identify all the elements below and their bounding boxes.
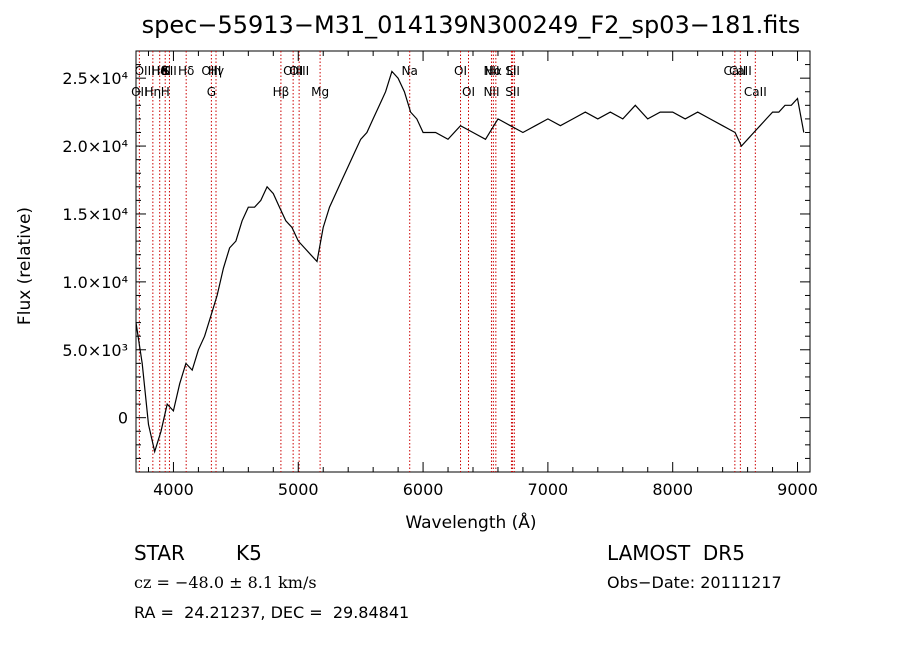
y-tick-label: 1.5×10⁴ [62,205,128,224]
observation-date: Obs−Date: 20111217 [607,573,782,592]
line-label-upper: OIII [283,64,303,78]
x-tick-label: 9000 [777,480,818,499]
x-tick-label: 4000 [153,480,194,499]
plot-frame [135,50,811,473]
line-label-upper: Hθ [152,64,168,78]
line-label-upper: OIII [289,64,309,78]
survey-name: LAMOST DR5 [607,541,745,565]
x-tick-label: 8000 [652,480,693,499]
line-label-lower: G [207,85,216,99]
line-label-upper: OIII [201,64,221,78]
object-class: STAR [134,541,185,565]
y-tick-label: 0 [118,409,128,428]
coordinates: RA = 24.21237, DEC = 29.84841 [134,603,410,622]
line-label-lower: Hβ [273,85,290,99]
line-label-upper: Hδ [178,64,194,78]
spectrum-line [135,70,805,454]
line-label-lower: NII [483,85,499,99]
x-axis-label: Wavelength (Å) [405,511,536,533]
x-tick-label: 7000 [528,480,569,499]
line-label-upper: Hα [485,64,502,78]
line-label-upper: Na [402,64,418,78]
line-label-upper: OI [454,64,467,78]
line-label-lower: SII [505,85,520,99]
line-label-upper: Li [506,64,516,78]
y-tick-label: 2.5×10⁴ [62,69,128,88]
y-axis-label: Flux (relative) [15,207,35,325]
series-layer [135,70,805,454]
line-label-upper: NII [483,64,499,78]
y-tick-label: 1.0×10⁴ [62,273,128,292]
line-label-upper: Hγ [208,64,224,78]
line-label-upper: CaII [729,64,752,78]
line-label-upper: CaII [723,64,746,78]
x-tick-label: 6000 [403,480,444,499]
y-tick-label: 2.0×10⁴ [62,137,128,156]
line-label-lower: Hη [145,85,162,99]
line-label-lower: H [161,85,170,99]
spectral-subclass: K5 [236,541,262,565]
spectral-line-markers [138,51,756,472]
axis-ticks: 4000 5000 6000 7000 8000 9000 0 5.0×10³ 1.0×10⁴ 1… [62,51,818,499]
line-label-upper: K [161,64,170,78]
line-label-lower: OI [462,85,475,99]
line-label-lower: Mg [311,85,329,99]
line-label-upper: SII [162,64,177,78]
x-tick-label: 5000 [278,480,319,499]
chart-title: spec−55913−M31_014139N300249_F2_sp03−181… [142,11,801,39]
line-label-upper: SII [505,64,520,78]
redshift-velocity: cz = −48.0 ± 8.1 km/s [134,573,317,592]
line-label-upper: OIIHeI [135,64,171,78]
y-tick-label: 5.0×10³ [62,341,128,360]
line-label-lower: CaII [744,85,767,99]
